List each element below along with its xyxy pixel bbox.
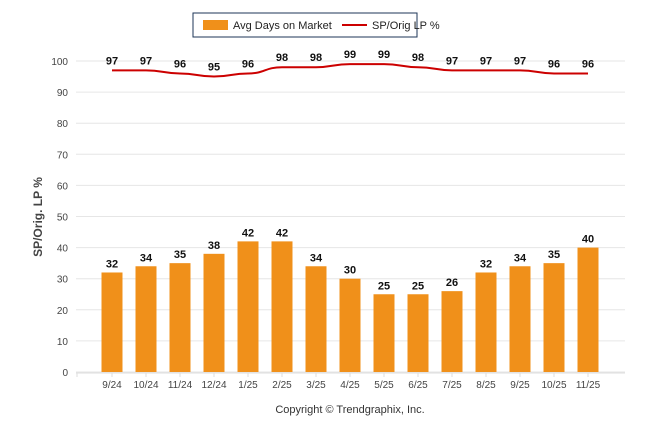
line-value-label: 98 [412, 52, 424, 64]
bar-value-label: 30 [344, 265, 356, 277]
x-tick-label: 5/25 [374, 380, 394, 391]
y-tick-label: 50 [57, 213, 69, 224]
bar [339, 278, 361, 372]
x-tick-label: 4/25 [340, 380, 360, 391]
bar-value-label: 32 [106, 258, 118, 270]
x-tick-label: 9/25 [510, 380, 530, 391]
line-value-label: 98 [310, 52, 322, 64]
bar [407, 294, 429, 372]
y-tick-label: 10 [57, 337, 69, 348]
bar-value-label: 42 [276, 227, 288, 239]
bar-value-label: 35 [174, 249, 186, 261]
y-tick-label: 0 [62, 368, 68, 379]
bar-value-label: 34 [514, 252, 527, 264]
bar [441, 291, 463, 372]
x-tick-label: 6/25 [408, 380, 428, 391]
bar [577, 247, 599, 372]
y-axis-label: SP/Orig. LP % [31, 177, 45, 257]
line-value-label: 97 [106, 55, 118, 67]
bar [101, 272, 123, 372]
bar-value-label: 34 [140, 252, 153, 264]
y-tick-label: 90 [57, 88, 69, 99]
bar [271, 241, 293, 372]
legend-line-label: SP/Orig LP % [372, 20, 440, 32]
bar [543, 263, 565, 372]
bar [509, 266, 531, 372]
bar [135, 266, 157, 372]
line-value-label: 98 [276, 52, 288, 64]
line-value-label: 99 [378, 49, 390, 61]
x-tick-label: 7/25 [442, 380, 462, 391]
y-tick-label: 100 [51, 57, 68, 68]
line-value-label: 97 [446, 55, 458, 67]
bar [373, 294, 395, 372]
x-tick-label: 2/25 [272, 380, 292, 391]
bar-value-label: 32 [480, 258, 492, 270]
bar-value-label: 25 [378, 280, 390, 292]
x-tick-label: 10/25 [541, 380, 566, 391]
y-tick-label: 30 [57, 275, 69, 286]
line-value-label: 96 [174, 58, 186, 70]
x-tick-label: 3/25 [306, 380, 326, 391]
bar-value-label: 35 [548, 249, 560, 261]
line-value-label: 96 [582, 58, 594, 70]
legend-bar-swatch [203, 20, 228, 30]
x-tick-label: 9/24 [102, 380, 122, 391]
copyright-footer: Copyright © Trendgraphix, Inc. [275, 404, 424, 416]
bar-value-label: 40 [582, 234, 594, 246]
y-tick-label: 70 [57, 150, 69, 161]
line-value-label: 96 [548, 58, 560, 70]
bar [203, 253, 225, 372]
x-tick-label: 11/24 [168, 380, 193, 391]
y-tick-label: 60 [57, 181, 69, 192]
x-tick-label: 10/24 [133, 380, 158, 391]
bar [237, 241, 259, 372]
line-value-label: 97 [140, 55, 152, 67]
bar-value-label: 38 [208, 240, 220, 252]
legend-bar-label: Avg Days on Market [233, 20, 332, 32]
line-value-label: 97 [480, 55, 492, 67]
bar [169, 263, 191, 372]
legend: Avg Days on Market SP/Orig LP % [192, 12, 440, 38]
bar [475, 272, 497, 372]
x-tick-label: 1/25 [238, 380, 258, 391]
line-value-label: 99 [344, 49, 356, 61]
line-value-label: 97 [514, 55, 526, 67]
x-tick-label: 8/25 [476, 380, 496, 391]
bar-value-label: 25 [412, 280, 424, 292]
bar-value-label: 42 [242, 227, 254, 239]
y-tick-label: 20 [57, 306, 69, 317]
y-tick-label: 40 [57, 244, 69, 255]
y-tick-label: 80 [57, 119, 69, 130]
bar [305, 266, 327, 372]
x-tick-label: 12/24 [201, 380, 226, 391]
bar-value-label: 26 [446, 277, 458, 289]
bar-value-label: 34 [310, 252, 323, 264]
line-value-label: 96 [242, 58, 254, 70]
x-tick-label: 11/25 [576, 380, 601, 391]
line-value-label: 95 [208, 62, 220, 74]
